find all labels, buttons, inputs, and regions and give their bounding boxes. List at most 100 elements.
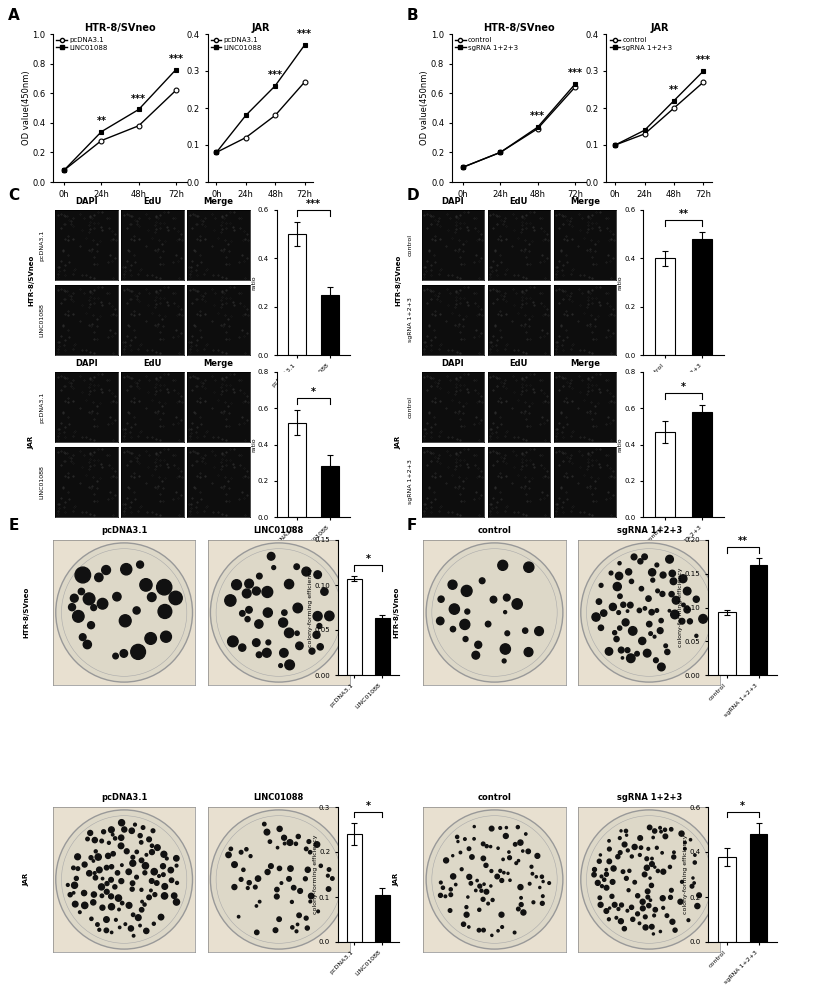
Circle shape	[610, 603, 616, 610]
Text: ***: ***	[268, 70, 282, 80]
Ellipse shape	[427, 543, 563, 682]
Circle shape	[456, 835, 459, 839]
Text: F: F	[407, 518, 418, 533]
Circle shape	[150, 879, 154, 883]
Circle shape	[284, 628, 294, 638]
Circle shape	[478, 908, 481, 911]
Circle shape	[669, 592, 674, 597]
Circle shape	[272, 566, 276, 570]
Circle shape	[113, 653, 118, 659]
Circle shape	[484, 889, 488, 894]
Text: sgRNA 1+2+3: sgRNA 1+2+3	[616, 526, 682, 535]
Circle shape	[139, 924, 142, 927]
Circle shape	[614, 636, 619, 642]
Text: JAR: JAR	[23, 873, 29, 886]
Circle shape	[140, 888, 143, 891]
Circle shape	[672, 855, 676, 859]
Text: D: D	[407, 188, 420, 203]
Circle shape	[503, 594, 510, 601]
Circle shape	[245, 579, 253, 588]
Y-axis label: colony-forming efficiency: colony-forming efficiency	[683, 835, 688, 914]
Circle shape	[100, 905, 105, 910]
Circle shape	[108, 827, 114, 833]
Circle shape	[262, 648, 271, 657]
Circle shape	[668, 865, 672, 868]
Circle shape	[288, 866, 293, 871]
Circle shape	[650, 899, 651, 901]
Circle shape	[83, 640, 91, 649]
Circle shape	[155, 881, 159, 885]
Circle shape	[140, 579, 152, 591]
Text: ***: ***	[306, 199, 321, 209]
Circle shape	[256, 905, 257, 907]
Circle shape	[641, 906, 646, 911]
Circle shape	[119, 835, 124, 840]
Circle shape	[280, 649, 288, 657]
Bar	[719, 856, 736, 942]
Circle shape	[668, 895, 672, 899]
Circle shape	[690, 884, 694, 888]
Circle shape	[661, 869, 666, 874]
Circle shape	[317, 910, 319, 913]
Circle shape	[119, 879, 124, 884]
Circle shape	[649, 632, 652, 635]
Circle shape	[592, 873, 596, 877]
Circle shape	[449, 909, 452, 912]
Ellipse shape	[210, 543, 347, 682]
Circle shape	[695, 634, 698, 637]
Circle shape	[107, 841, 111, 844]
Circle shape	[602, 878, 606, 881]
Circle shape	[672, 851, 675, 854]
Circle shape	[505, 827, 507, 829]
Circle shape	[649, 569, 656, 576]
Y-axis label: ratio: ratio	[618, 437, 623, 452]
Circle shape	[278, 618, 287, 627]
Circle shape	[530, 865, 533, 868]
Circle shape	[599, 583, 603, 587]
Circle shape	[124, 923, 127, 925]
Circle shape	[515, 862, 518, 865]
Circle shape	[265, 869, 270, 875]
Circle shape	[619, 903, 624, 907]
Circle shape	[518, 860, 519, 862]
Circle shape	[501, 926, 504, 928]
Circle shape	[269, 864, 274, 868]
Bar	[692, 239, 712, 355]
Circle shape	[449, 604, 459, 614]
Circle shape	[291, 900, 293, 903]
Circle shape	[138, 834, 142, 838]
Circle shape	[617, 908, 620, 910]
Circle shape	[90, 900, 96, 905]
Circle shape	[116, 871, 120, 875]
Circle shape	[176, 881, 178, 884]
Circle shape	[464, 912, 469, 917]
Circle shape	[655, 563, 659, 567]
Circle shape	[508, 851, 510, 853]
Circle shape	[75, 567, 90, 583]
Circle shape	[613, 631, 617, 635]
Text: control: control	[478, 526, 511, 535]
Ellipse shape	[55, 810, 192, 949]
Circle shape	[72, 866, 75, 870]
Circle shape	[518, 840, 523, 845]
Circle shape	[91, 892, 97, 897]
Legend: pcDNA3.1, LINC01088: pcDNA3.1, LINC01088	[56, 37, 107, 51]
Circle shape	[490, 870, 492, 872]
Circle shape	[118, 843, 124, 849]
Text: LINC01088: LINC01088	[40, 303, 45, 337]
Circle shape	[638, 854, 641, 856]
Circle shape	[466, 896, 469, 898]
Text: Merge: Merge	[204, 359, 234, 368]
Circle shape	[72, 882, 77, 888]
Circle shape	[96, 923, 99, 926]
Circle shape	[309, 851, 312, 854]
Circle shape	[242, 868, 245, 871]
Circle shape	[595, 880, 600, 885]
Circle shape	[439, 893, 443, 897]
Circle shape	[173, 899, 180, 905]
Circle shape	[499, 827, 501, 829]
Circle shape	[646, 895, 650, 899]
Circle shape	[649, 610, 654, 615]
Circle shape	[232, 580, 242, 590]
Circle shape	[459, 851, 462, 854]
